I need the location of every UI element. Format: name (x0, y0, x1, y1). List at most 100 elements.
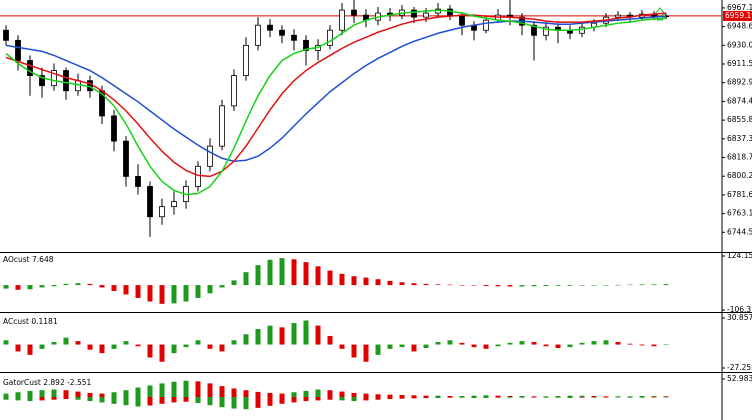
histogram-bar (639, 344, 645, 346)
histogram-bar (75, 283, 81, 286)
histogram-bar (159, 383, 165, 397)
histogram-bar (27, 344, 33, 355)
histogram-bar (315, 325, 321, 345)
histogram-bar (75, 397, 81, 400)
histogram-bar (531, 396, 537, 397)
histogram-bar (243, 390, 249, 397)
histogram-bar (411, 344, 417, 352)
histogram-bar (327, 397, 333, 400)
histogram-bar (51, 341, 57, 345)
histogram-bar (363, 344, 369, 362)
candle-body (435, 8, 441, 14)
histogram-bar (159, 344, 165, 362)
histogram-bar (135, 344, 141, 347)
current-price-label: 6959.19 (725, 11, 752, 20)
histogram-bar (339, 273, 345, 286)
candle-body (159, 206, 165, 218)
histogram-bar (603, 397, 609, 398)
candle-body (543, 26, 549, 36)
histogram-bar (255, 329, 261, 345)
histogram-bar (579, 285, 585, 286)
moving-average-line (5, 9, 667, 196)
histogram-bar (351, 344, 357, 358)
histogram-bar (303, 390, 309, 397)
candle-body (231, 75, 237, 107)
histogram-bar (603, 285, 609, 286)
candle-body (459, 14, 465, 26)
y-tick-label: 6818.75 (727, 153, 752, 162)
histogram-bar (423, 395, 429, 397)
histogram-bar (327, 270, 333, 286)
histogram-bar (111, 285, 117, 291)
candle-body (291, 34, 297, 41)
histogram-bar (123, 341, 129, 345)
histogram-bar (123, 397, 129, 406)
histogram-bar (243, 397, 249, 410)
histogram-bar (291, 323, 297, 345)
histogram-bar (483, 285, 489, 287)
histogram-bar (207, 397, 213, 406)
histogram-bar (459, 397, 465, 398)
histogram-bar (531, 397, 537, 398)
histogram-bar (63, 390, 69, 397)
histogram-bar (279, 397, 285, 404)
histogram-bar (543, 344, 549, 347)
histogram-bar (387, 344, 393, 349)
histogram-bar (243, 272, 249, 286)
histogram-bar (459, 395, 465, 397)
histogram-bar (663, 397, 669, 398)
histogram-bar (651, 344, 657, 347)
y-tick-label: 6855.85 (727, 115, 752, 124)
histogram-bar (615, 396, 621, 397)
histogram-bar (387, 394, 393, 397)
histogram-bar (579, 397, 585, 398)
histogram-bar (99, 285, 105, 288)
histogram-bar (219, 386, 225, 397)
histogram-bar (375, 394, 381, 397)
histogram-bar (75, 391, 81, 397)
histogram-bar (327, 335, 333, 345)
histogram-bar (591, 395, 597, 397)
histogram-bar (39, 397, 45, 401)
histogram-bar (495, 344, 501, 347)
histogram-bar (219, 344, 225, 352)
histogram-bar (3, 393, 9, 397)
histogram-bar (519, 397, 525, 398)
candle-body (111, 115, 117, 142)
histogram-bar (555, 344, 561, 348)
histogram-bar (447, 397, 453, 398)
histogram-bar (123, 285, 129, 295)
histogram-bar (351, 276, 357, 286)
y-tick-label: 52.983 (727, 374, 752, 383)
histogram-bar (279, 393, 285, 397)
histogram-bar (63, 397, 69, 400)
histogram-bar (63, 337, 69, 345)
histogram-bar (267, 397, 273, 406)
histogram-bar (291, 259, 297, 286)
histogram-bar (351, 397, 357, 402)
histogram-bar (543, 397, 549, 398)
candle-body (51, 70, 57, 87)
histogram-bar (591, 341, 597, 345)
histogram-bar (291, 392, 297, 397)
histogram-bar (651, 397, 657, 398)
candle-body (15, 39, 21, 61)
histogram-bar (27, 390, 33, 397)
histogram-bar (603, 396, 609, 397)
histogram-bar (51, 389, 57, 397)
histogram-bar (183, 397, 189, 402)
histogram-bar (63, 283, 69, 286)
histogram-bar (507, 397, 513, 398)
histogram-bar (567, 397, 573, 399)
histogram-bar (231, 388, 237, 397)
y-tick-label: 6763.10 (727, 209, 752, 218)
histogram-bar (219, 397, 225, 408)
candle-body (267, 24, 273, 31)
y-tick-label: 6930.05 (727, 40, 752, 49)
histogram-bar (327, 390, 333, 397)
histogram-bar (639, 284, 645, 286)
histogram-bar (195, 381, 201, 397)
histogram-bar (471, 397, 477, 399)
histogram-bar (207, 285, 213, 294)
